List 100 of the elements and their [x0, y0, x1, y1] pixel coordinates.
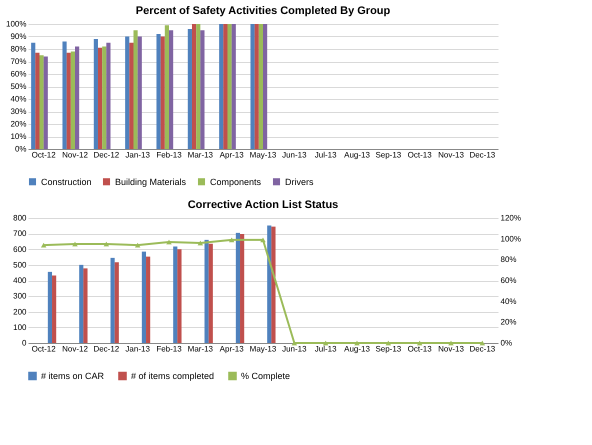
x-tick-label: Apr-13: [220, 150, 244, 160]
y2-tick-label: 60%: [500, 276, 517, 285]
bar: [267, 226, 272, 343]
y-tick-label: 300: [13, 292, 28, 301]
x-tick-label: Apr-13: [220, 344, 244, 354]
y-tick-label: 30%: [10, 107, 26, 116]
bar: [48, 272, 52, 343]
y-tick-label: 20%: [10, 120, 26, 128]
point: [386, 340, 392, 346]
bar: [254, 24, 259, 149]
legend-label: # items on CAR: [41, 370, 105, 381]
chart-title: Percent of Safety Activities Completed By Group: [136, 5, 391, 17]
bar: [70, 52, 75, 149]
bar: [98, 48, 102, 149]
bar: [125, 36, 130, 149]
x-tick-label: Oct-12: [32, 150, 56, 160]
bar: [236, 232, 240, 343]
x-tick-label: Feb-13: [156, 344, 182, 354]
x-tick-label: Jul-13: [314, 344, 338, 354]
x-tick-label: Sep-13: [375, 344, 402, 354]
y2-tick-label: 40%: [500, 296, 517, 306]
x-tick-label: May-13: [250, 344, 277, 354]
y2-tick-label: 80%: [500, 255, 517, 264]
legend-label: # of items completed: [131, 370, 214, 381]
bar: [250, 24, 255, 149]
y-tick-label: 100%: [6, 20, 26, 28]
point: [134, 242, 140, 248]
x-tick-label: Jul-13: [314, 150, 338, 160]
x-tick-label: Nov-13: [438, 344, 464, 354]
y-tick-label: 0%: [14, 144, 26, 154]
x-tick-label: Nov-12: [62, 344, 88, 354]
x-tick-label: Oct-12: [32, 344, 56, 354]
x-tick-label: Jan-13: [125, 344, 150, 354]
x-tick-label: Dec-12: [93, 150, 120, 160]
bar: [66, 52, 71, 149]
point: [72, 242, 78, 246]
y-tick-label: 200: [13, 307, 28, 316]
bar: [227, 24, 232, 149]
y-tick-label: 0: [22, 338, 28, 348]
bar: [192, 24, 196, 149]
y-tick-label: 50%: [10, 82, 26, 91]
legend-label: Drivers: [285, 176, 314, 187]
point: [448, 340, 454, 346]
bar: [94, 39, 98, 149]
x-tick-label: Sep-13: [375, 150, 402, 160]
y-tick-label: 400: [13, 276, 28, 285]
x-tick-label: Dec-13: [469, 150, 496, 160]
y2-tick-label: 20%: [500, 318, 517, 327]
x-tick-label: May-13: [250, 150, 277, 160]
y-tick-label: 40%: [10, 94, 26, 104]
bar: [232, 24, 236, 149]
bar: [177, 249, 182, 343]
y-tick-label: 80%: [10, 44, 26, 54]
y-tick-label: 60%: [10, 70, 26, 78]
legend-label: Construction: [41, 176, 92, 187]
x-tick-label: Oct-13: [408, 344, 432, 354]
y2-tick-label: 120%: [500, 214, 521, 222]
bar: [223, 24, 228, 149]
point: [322, 340, 328, 346]
bar: [110, 258, 115, 343]
bar: [142, 252, 146, 343]
bar: [138, 36, 142, 149]
bar: [258, 24, 263, 149]
legend-label: % Complete: [241, 370, 290, 381]
bar: [35, 52, 40, 149]
point: [228, 238, 234, 242]
y2-tick-label: 100%: [500, 234, 521, 244]
bar: [263, 24, 268, 149]
chart-title: Corrective Action List Status: [188, 199, 338, 211]
bar: [129, 42, 134, 149]
point: [198, 240, 204, 246]
point: [40, 242, 46, 248]
x-tick-label: Jun-13: [282, 150, 308, 160]
x-tick-label: Jan-13: [125, 150, 150, 160]
bar: [188, 29, 192, 149]
x-tick-label: Mar-13: [188, 150, 214, 160]
bar: [173, 246, 178, 343]
bar: [169, 30, 174, 149]
x-tick-label: Nov-12: [62, 150, 88, 160]
y-tick-label: 500: [13, 260, 28, 270]
point: [480, 340, 486, 346]
bar: [62, 42, 67, 149]
bar: [52, 276, 56, 343]
x-tick-label: Dec-12: [93, 344, 120, 354]
x-tick-label: Oct-13: [408, 150, 432, 160]
legend-label: Components: [210, 176, 262, 187]
bar: [44, 56, 48, 149]
x-tick-label: Aug-13: [344, 150, 370, 160]
y2-tick-label: 0%: [500, 338, 512, 348]
bar: [196, 24, 200, 149]
y-tick-label: 10%: [10, 132, 26, 141]
point: [292, 340, 298, 346]
x-tick-label: Aug-13: [344, 344, 370, 354]
legend-label: Building Materials: [115, 176, 187, 187]
point: [416, 340, 422, 346]
bar: [164, 25, 169, 149]
y-tick-label: 700: [13, 229, 28, 238]
y-tick-label: 800: [13, 214, 28, 222]
x-tick-label: Nov-13: [438, 150, 464, 160]
point: [354, 340, 360, 346]
